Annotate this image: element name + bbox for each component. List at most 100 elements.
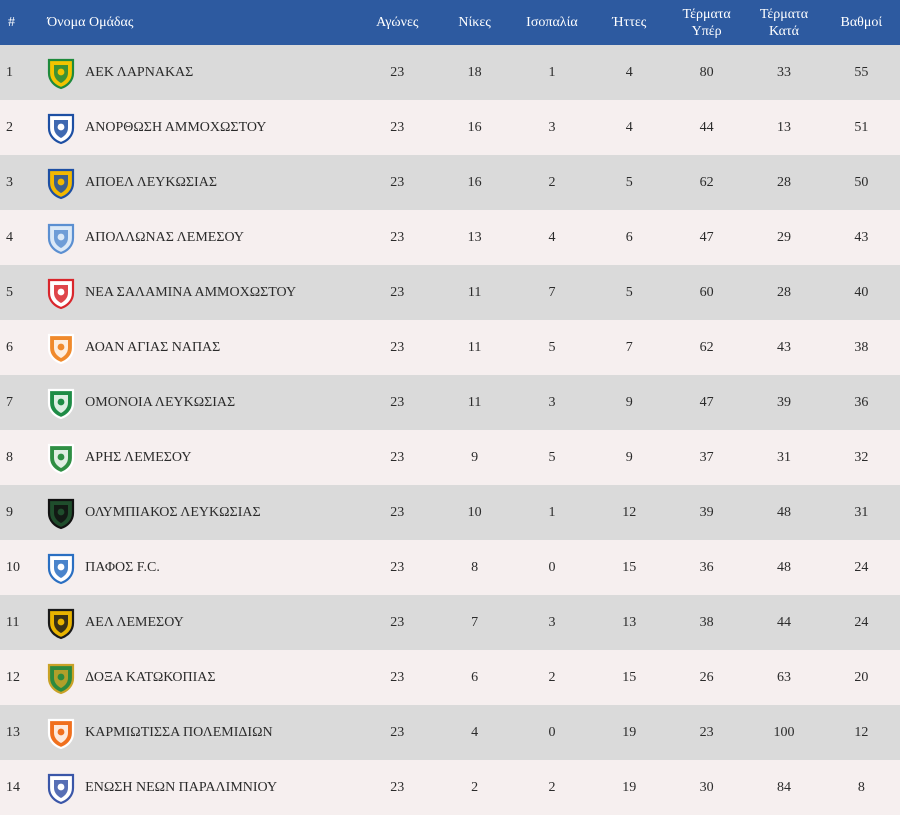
team-cell[interactable]: ΑΕΛ ΛΕΜΕΣΟΥ bbox=[44, 606, 358, 640]
header-goals-for-line1: Τέρματα bbox=[682, 6, 731, 22]
table-row[interactable]: 5 ΝΕΑ ΣΑΛΑΜΙΝΑ ΑΜΜΟΧΩΣΤΟΥ 23 11 7 5 60 28 40 bbox=[0, 265, 900, 320]
row-team[interactable]: ΑΕΛ ΛΕΜΕΣΟΥ bbox=[40, 595, 358, 650]
team-name-link[interactable]: ΔΟΞΑ ΚΑΤΩΚΟΠΙΑΣ bbox=[85, 669, 216, 685]
row-team[interactable]: ΚΑΡΜΙΩΤΙΣΣΑ ΠΟΛΕΜΙΔΙΩΝ bbox=[40, 705, 358, 760]
team-name-link[interactable]: ΑΝΟΡΘΩΣΗ ΑΜΜΟΧΩΣΤΟΥ bbox=[85, 119, 267, 135]
crest-shape bbox=[48, 278, 75, 309]
crest-shape bbox=[48, 223, 75, 254]
team-cell[interactable]: ΕΝΩΣΗ ΝΕΩΝ ΠΑΡΑΛΙΜΝΙΟΥ bbox=[44, 771, 358, 805]
table-row[interactable]: 9 ΟΛΥΜΠΙΑΚΟΣ ΛΕΥΚΩΣΙΑΣ 23 10 1 12 39 48 31 bbox=[0, 485, 900, 540]
row-played: 23 bbox=[390, 779, 405, 795]
row-position: 5 bbox=[6, 284, 13, 300]
table-body: 1 ΑΕΚ ΛΑΡΝΑΚΑΣ 23 18 1 4 80 33 55 2 ΑΝΟΡΘΩΣΗ ΑΜΜΟΧ… bbox=[0, 45, 900, 815]
row-team[interactable]: ΠΑΦΟΣ F.C. bbox=[40, 540, 358, 595]
team-cell[interactable]: ΑΡΗΣ ΛΕΜΕΣΟΥ bbox=[44, 441, 358, 475]
row-position: 3 bbox=[6, 174, 13, 190]
table-row[interactable]: 8 ΑΡΗΣ ΛΕΜΕΣΟΥ 23 9 5 9 37 31 32 bbox=[0, 430, 900, 485]
header-goals-for[interactable]: Τέρματα Υπέρ bbox=[668, 0, 745, 45]
header-goals-against[interactable]: Τέρματα Κατά bbox=[745, 0, 822, 45]
table-row[interactable]: 10 ΠΑΦΟΣ F.C. 23 8 0 15 36 48 24 bbox=[0, 540, 900, 595]
row-team[interactable]: ΟΜΟΝΟΙΑ ΛΕΥΚΩΣΙΑΣ bbox=[40, 375, 358, 430]
team-name-link[interactable]: ΑΠΟΕΛ ΛΕΥΚΩΣΙΑΣ bbox=[85, 174, 217, 190]
team-cell[interactable]: ΑΟΑΝ ΑΓΙΑΣ ΝΑΠΑΣ bbox=[44, 331, 358, 365]
team-name-link[interactable]: ΑΠΟΛΛΩΝΑΣ ΛΕΜΕΣΟΥ bbox=[85, 229, 245, 245]
row-points: 32 bbox=[854, 449, 869, 465]
team-name-link[interactable]: ΑΕΚ ΛΑΡΝΑΚΑΣ bbox=[85, 64, 194, 80]
team-cell[interactable]: ΟΛΥΜΠΙΑΚΟΣ ΛΕΥΚΩΣΙΑΣ bbox=[44, 496, 358, 530]
team-cell[interactable]: ΠΑΦΟΣ F.C. bbox=[44, 551, 358, 585]
row-team[interactable]: ΑΠΟΕΛ ΛΕΥΚΩΣΙΑΣ bbox=[40, 155, 358, 210]
nea-salamina-crest-icon bbox=[44, 276, 85, 310]
table-row[interactable]: 11 ΑΕΛ ΛΕΜΕΣΟΥ 23 7 3 13 38 44 24 bbox=[0, 595, 900, 650]
header-wins[interactable]: Νίκες bbox=[458, 15, 491, 30]
row-position: 13 bbox=[6, 724, 20, 740]
row-played: 23 bbox=[390, 724, 405, 740]
apoel-crest-icon bbox=[44, 166, 85, 200]
row-draws: 2 bbox=[548, 669, 556, 685]
row-position: 10 bbox=[6, 559, 20, 575]
ael-crest-icon bbox=[44, 606, 85, 640]
row-wins: 4 bbox=[471, 724, 479, 740]
row-losses: 9 bbox=[625, 394, 633, 410]
table-row[interactable]: 12 ΔΟΞΑ ΚΑΤΩΚΟΠΙΑΣ 23 6 2 15 26 63 20 bbox=[0, 650, 900, 705]
row-points: 24 bbox=[854, 559, 869, 575]
crest-shape bbox=[48, 443, 75, 474]
team-name-link[interactable]: ΝΕΑ ΣΑΛΑΜΙΝΑ ΑΜΜΟΧΩΣΤΟΥ bbox=[85, 284, 297, 300]
row-losses: 4 bbox=[625, 64, 633, 80]
header-team-name[interactable]: Όνομα Ομάδας bbox=[47, 15, 134, 30]
header-draws[interactable]: Ισοπαλία bbox=[526, 15, 578, 30]
row-goals-against: 39 bbox=[776, 394, 791, 410]
table-row[interactable]: 7 ΟΜΟΝΟΙΑ ΛΕΥΚΩΣΙΑΣ 23 11 3 9 47 39 36 bbox=[0, 375, 900, 430]
team-name-link[interactable]: ΠΑΦΟΣ F.C. bbox=[85, 559, 160, 575]
team-name-link[interactable]: ΟΜΟΝΟΙΑ ΛΕΥΚΩΣΙΑΣ bbox=[85, 394, 236, 410]
row-played: 23 bbox=[390, 669, 405, 685]
team-name-link[interactable]: ΚΑΡΜΙΩΤΙΣΣΑ ΠΟΛΕΜΙΔΙΩΝ bbox=[85, 724, 273, 740]
team-name-link[interactable]: ΑΟΑΝ ΑΓΙΑΣ ΝΑΠΑΣ bbox=[85, 339, 221, 355]
row-position: 1 bbox=[6, 64, 13, 80]
table-row[interactable]: 1 ΑΕΚ ΛΑΡΝΑΚΑΣ 23 18 1 4 80 33 55 bbox=[0, 45, 900, 100]
row-wins: 10 bbox=[467, 504, 482, 520]
header-position[interactable]: # bbox=[8, 15, 15, 30]
table-row[interactable]: 3 ΑΠΟΕΛ ΛΕΥΚΩΣΙΑΣ 23 16 2 5 62 28 50 bbox=[0, 155, 900, 210]
row-team[interactable]: ΟΛΥΜΠΙΑΚΟΣ ΛΕΥΚΩΣΙΑΣ bbox=[40, 485, 358, 540]
row-goals-against: 84 bbox=[776, 779, 791, 795]
header-losses[interactable]: Ήττες bbox=[612, 15, 647, 30]
aek-larnaca-crest-icon bbox=[44, 56, 85, 90]
row-team[interactable]: ΕΝΩΣΗ ΝΕΩΝ ΠΑΡΑΛΙΜΝΙΟΥ bbox=[40, 760, 358, 815]
row-team[interactable]: ΑΠΟΛΛΩΝΑΣ ΛΕΜΕΣΟΥ bbox=[40, 210, 358, 265]
team-name-link[interactable]: ΑΡΗΣ ΛΕΜΕΣΟΥ bbox=[85, 449, 192, 465]
olympiakos-nicosia-crest-icon bbox=[44, 496, 85, 530]
row-goals-for: 62 bbox=[699, 174, 714, 190]
team-cell[interactable]: ΑΝΟΡΘΩΣΗ ΑΜΜΟΧΩΣΤΟΥ bbox=[44, 111, 358, 145]
team-name-link[interactable]: ΑΕΛ ΛΕΜΕΣΟΥ bbox=[85, 614, 184, 630]
team-name-link[interactable]: ΕΝΩΣΗ ΝΕΩΝ ΠΑΡΑΛΙΜΝΙΟΥ bbox=[85, 779, 278, 795]
crest-shape bbox=[48, 113, 75, 144]
row-team[interactable]: ΔΟΞΑ ΚΑΤΩΚΟΠΙΑΣ bbox=[40, 650, 358, 705]
row-losses: 6 bbox=[625, 229, 633, 245]
row-played: 23 bbox=[390, 284, 405, 300]
table-row[interactable]: 14 ΕΝΩΣΗ ΝΕΩΝ ΠΑΡΑΛΙΜΝΙΟΥ 23 2 2 19 30 84 8 bbox=[0, 760, 900, 815]
row-team[interactable]: ΝΕΑ ΣΑΛΑΜΙΝΑ ΑΜΜΟΧΩΣΤΟΥ bbox=[40, 265, 358, 320]
team-cell[interactable]: ΚΑΡΜΙΩΤΙΣΣΑ ΠΟΛΕΜΙΔΙΩΝ bbox=[44, 716, 358, 750]
header-points[interactable]: Βαθμοί bbox=[840, 15, 883, 30]
team-cell[interactable]: ΔΟΞΑ ΚΑΤΩΚΟΠΙΑΣ bbox=[44, 661, 358, 695]
row-team[interactable]: ΑΕΚ ΛΑΡΝΑΚΑΣ bbox=[40, 45, 358, 100]
team-cell[interactable]: ΑΠΟΛΛΩΝΑΣ ΛΕΜΕΣΟΥ bbox=[44, 221, 358, 255]
team-cell[interactable]: ΑΠΟΕΛ ΛΕΥΚΩΣΙΑΣ bbox=[44, 166, 358, 200]
row-draws: 0 bbox=[548, 559, 556, 575]
row-team[interactable]: ΑΟΑΝ ΑΓΙΑΣ ΝΑΠΑΣ bbox=[40, 320, 358, 375]
team-name-link[interactable]: ΟΛΥΜΠΙΑΚΟΣ ΛΕΥΚΩΣΙΑΣ bbox=[85, 504, 261, 520]
team-cell[interactable]: ΝΕΑ ΣΑΛΑΜΙΝΑ ΑΜΜΟΧΩΣΤΟΥ bbox=[44, 276, 358, 310]
row-team[interactable]: ΑΡΗΣ ΛΕΜΕΣΟΥ bbox=[40, 430, 358, 485]
row-team[interactable]: ΑΝΟΡΘΩΣΗ ΑΜΜΟΧΩΣΤΟΥ bbox=[40, 100, 358, 155]
table-row[interactable]: 13 ΚΑΡΜΙΩΤΙΣΣΑ ΠΟΛΕΜΙΔΙΩΝ 23 4 0 19 23 100 12 bbox=[0, 705, 900, 760]
team-cell[interactable]: ΑΕΚ ΛΑΡΝΑΚΑΣ bbox=[44, 56, 358, 90]
table-row[interactable]: 2 ΑΝΟΡΘΩΣΗ ΑΜΜΟΧΩΣΤΟΥ 23 16 3 4 44 13 51 bbox=[0, 100, 900, 155]
header-played[interactable]: Αγώνες bbox=[376, 15, 419, 30]
table-row[interactable]: 4 ΑΠΟΛΛΩΝΑΣ ΛΕΜΕΣΟΥ 23 13 4 6 47 29 43 bbox=[0, 210, 900, 265]
doxa-crest-icon bbox=[44, 661, 85, 695]
row-draws: 3 bbox=[548, 119, 556, 135]
row-position: 7 bbox=[6, 394, 13, 410]
table-row[interactable]: 6 ΑΟΑΝ ΑΓΙΑΣ ΝΑΠΑΣ 23 11 5 7 62 43 38 bbox=[0, 320, 900, 375]
team-cell[interactable]: ΟΜΟΝΟΙΑ ΛΕΥΚΩΣΙΑΣ bbox=[44, 386, 358, 420]
